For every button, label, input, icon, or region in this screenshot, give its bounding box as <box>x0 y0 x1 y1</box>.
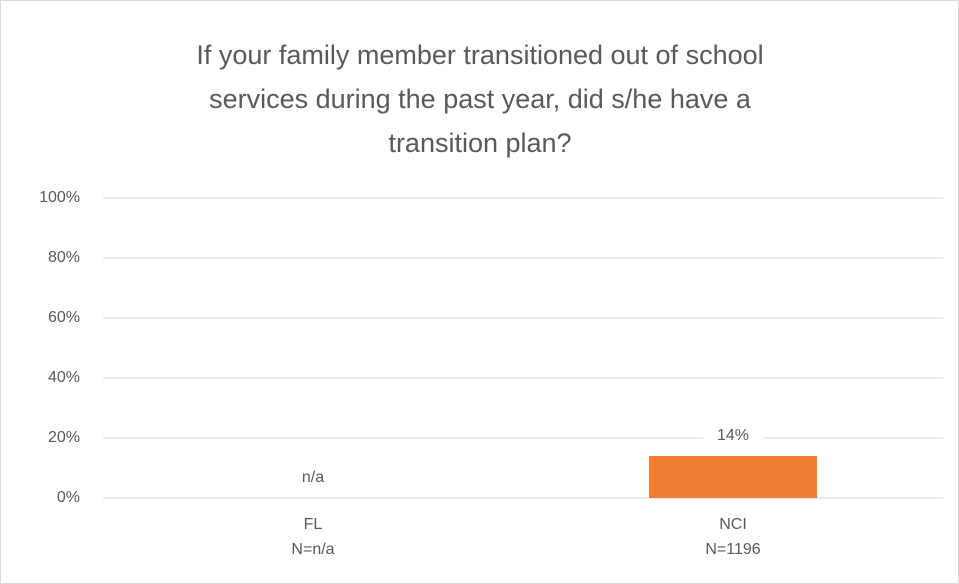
chart-title: transition plan? <box>388 128 571 158</box>
x-tick-label: N=n/a <box>291 541 334 558</box>
chart-title: services during the past year, did s/he … <box>209 84 752 114</box>
data-label-background <box>703 426 763 446</box>
y-tick-label: 40% <box>48 369 80 386</box>
bar <box>649 456 817 498</box>
y-tick-label: 100% <box>39 189 80 206</box>
y-tick-label: 0% <box>57 489 80 506</box>
x-tick-label: FL <box>304 516 323 533</box>
data-label: 14% <box>717 427 749 444</box>
data-label: n/a <box>302 469 324 486</box>
y-tick-label: 60% <box>48 309 80 326</box>
x-tick-label: NCI <box>719 516 747 533</box>
y-tick-label: 80% <box>48 249 80 266</box>
x-tick-label: N=1196 <box>705 541 760 558</box>
data-label-background <box>283 468 343 488</box>
y-tick-label: 20% <box>48 429 80 446</box>
chart-title: If your family member transitioned out o… <box>196 40 763 70</box>
